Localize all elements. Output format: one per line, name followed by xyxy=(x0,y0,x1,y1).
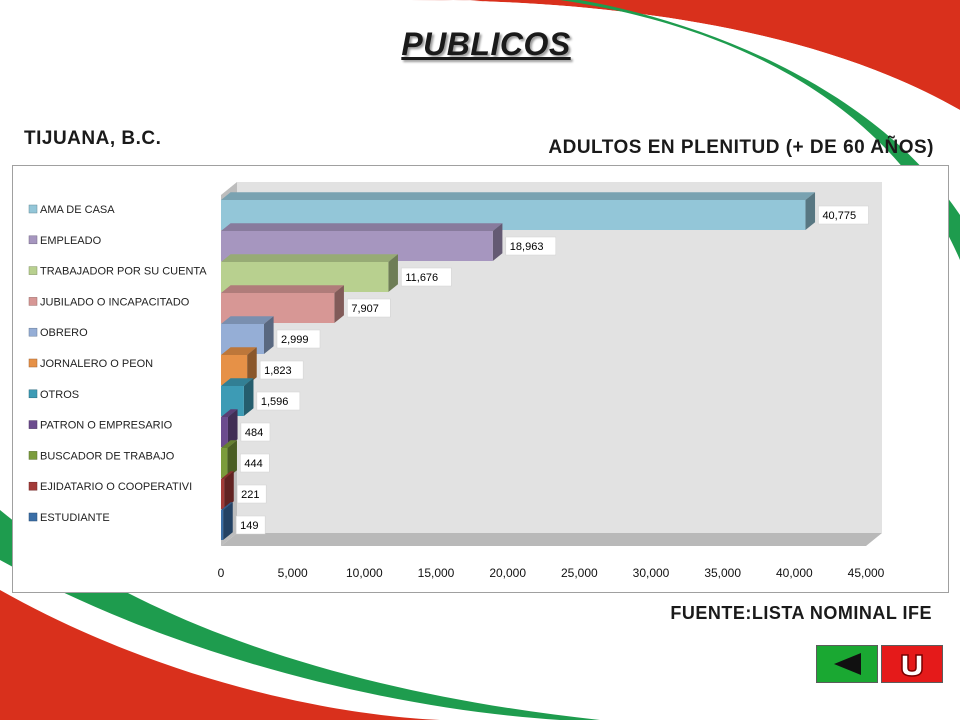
legend-label: PATRON O EMPRESARIO xyxy=(40,420,173,432)
legend-swatch xyxy=(28,204,38,214)
bar-top xyxy=(221,223,503,231)
data-label: 444 xyxy=(244,458,262,470)
legend-label: OBRERO xyxy=(40,327,88,339)
data-label: 11,676 xyxy=(405,272,438,284)
bar-end xyxy=(227,440,237,478)
bar xyxy=(221,386,244,416)
x-tick-label: 40,000 xyxy=(776,566,813,580)
chart-floor xyxy=(221,533,882,546)
data-label: 40,775 xyxy=(822,210,856,222)
bar xyxy=(221,479,225,509)
return-button[interactable] xyxy=(881,645,943,683)
bar-end xyxy=(243,378,254,416)
bar-end xyxy=(227,409,238,447)
bar xyxy=(221,417,228,447)
legend-swatch xyxy=(28,451,38,460)
bar-end xyxy=(334,285,344,323)
data-label-box xyxy=(818,205,869,225)
legend-swatch xyxy=(28,389,38,399)
data-label-box xyxy=(256,391,301,411)
legend-label: JUBILADO O INCAPACITADO xyxy=(40,296,190,308)
back-button[interactable] xyxy=(816,645,878,683)
x-tick-label: 35,000 xyxy=(704,566,741,580)
data-label: 484 xyxy=(245,427,263,439)
bar-end xyxy=(263,316,274,354)
data-label-box xyxy=(236,484,267,504)
bar-end xyxy=(224,471,234,509)
legend-swatch xyxy=(28,512,38,522)
legend-swatch xyxy=(28,420,38,429)
bar-end xyxy=(388,254,398,292)
legend-swatch xyxy=(28,235,38,245)
x-tick-label: 45,000 xyxy=(848,566,885,580)
data-label-box xyxy=(401,267,452,287)
legend-swatch xyxy=(28,481,38,491)
legend-swatch xyxy=(28,327,38,337)
data-label: 1,823 xyxy=(264,365,292,377)
legend-swatch xyxy=(28,297,38,306)
legend-label: ESTUDIANTE xyxy=(40,512,110,524)
bar-top xyxy=(221,254,398,262)
data-label-box xyxy=(259,360,304,380)
legend-label: TRABAJADOR POR SU CUENTA xyxy=(40,266,207,278)
bar-end xyxy=(247,347,257,385)
legend-label: OTROS xyxy=(40,389,79,401)
bar-top xyxy=(221,347,257,355)
bar xyxy=(221,510,224,540)
data-label: 1,596 xyxy=(261,396,289,408)
x-tick-label: 30,000 xyxy=(633,566,670,580)
legend-label: JORNALERO O PEON xyxy=(40,358,153,370)
legend-swatch xyxy=(28,358,38,368)
bar xyxy=(221,448,228,478)
bar-end xyxy=(805,192,816,230)
data-label: 2,999 xyxy=(281,334,309,346)
x-tick-label: 15,000 xyxy=(418,566,455,580)
data-label-box xyxy=(276,329,321,349)
data-label: 149 xyxy=(240,520,258,532)
legend-swatch xyxy=(28,266,38,275)
triangle-left-icon xyxy=(834,653,861,675)
x-tick-label: 10,000 xyxy=(346,566,383,580)
x-tick-label: 5,000 xyxy=(278,566,308,580)
bar-top xyxy=(221,192,816,200)
chart-subtitle: ADULTOS EN PLENITUD (+ DE 60 AÑOS) xyxy=(548,137,934,158)
bar-top xyxy=(221,409,238,417)
data-label: 7,907 xyxy=(351,303,379,315)
legend-label: EMPLEADO xyxy=(40,235,102,247)
data-label-box xyxy=(347,298,391,318)
data-label-box xyxy=(235,515,266,535)
chart-back-wall xyxy=(237,182,882,533)
city-label: TIJUANA, B.C. xyxy=(24,128,162,149)
bar-top xyxy=(221,502,233,510)
bar-end xyxy=(492,223,503,261)
data-label: 221 xyxy=(241,489,259,501)
legend-label: EJIDATARIO O COOPERATIVI xyxy=(40,481,192,493)
legend-label: AMA DE CASA xyxy=(40,204,115,216)
page-title: PUBLICOS xyxy=(401,26,571,62)
source-label: FUENTE:LISTA NOMINAL IFE xyxy=(670,603,932,623)
data-label: 18,963 xyxy=(510,241,544,253)
x-tick-label: 20,000 xyxy=(489,566,526,580)
data-label-box xyxy=(240,422,271,442)
x-tick-label: 0 xyxy=(218,566,225,580)
bar-top xyxy=(221,378,254,386)
bar-top xyxy=(221,316,274,324)
u-turn-icon xyxy=(901,654,923,677)
data-label-box xyxy=(240,453,270,473)
bar-top xyxy=(221,285,344,293)
legend-label: BUSCADOR DE TRABAJO xyxy=(40,450,175,462)
data-label-box xyxy=(505,236,557,256)
bar-top xyxy=(221,440,237,448)
x-tick-label: 25,000 xyxy=(561,566,598,580)
bar-top xyxy=(221,471,234,479)
bar-end xyxy=(223,502,233,540)
